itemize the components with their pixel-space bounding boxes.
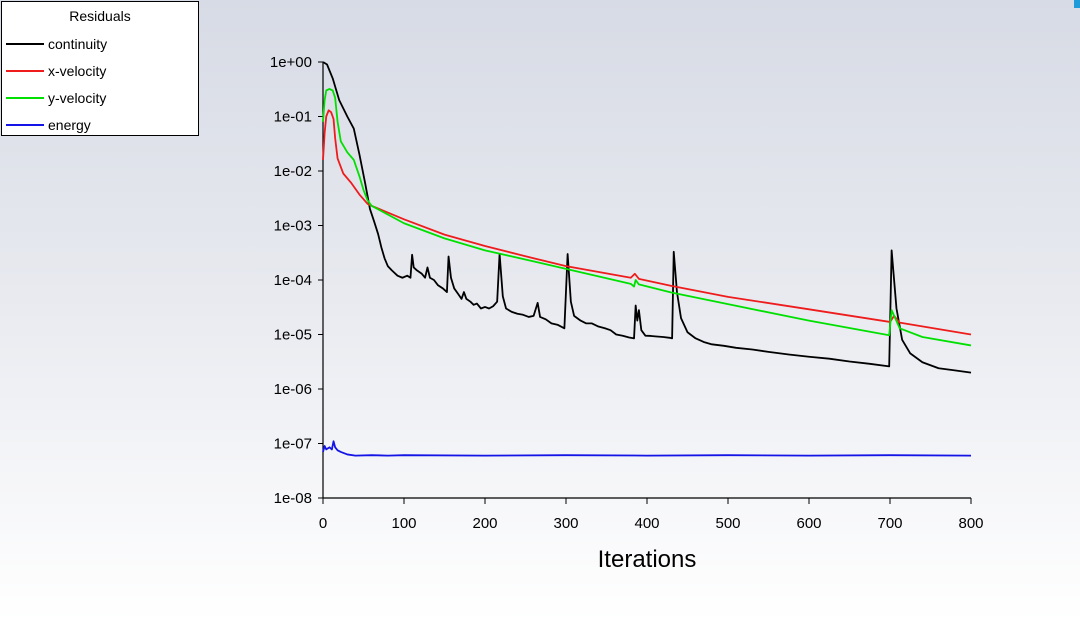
- series-lines: [322, 61, 972, 457]
- legend-label: x-velocity: [48, 63, 107, 79]
- legend-item-energy: energy: [6, 115, 196, 135]
- y-tick-label: 1e-05: [274, 327, 312, 344]
- x-tick-label: 300: [553, 515, 578, 532]
- legend-title: Residuals: [69, 8, 131, 24]
- legend-item-continuity: continuity: [6, 34, 196, 54]
- x-tick-label: 100: [391, 515, 416, 532]
- x-tick-label: 200: [472, 515, 497, 532]
- y-tick-label: 1e-07: [274, 436, 312, 453]
- x-tick-label: 500: [715, 515, 740, 532]
- legend-swatch-x-velocity: [6, 70, 44, 72]
- legend-item-x-velocity: x-velocity: [6, 61, 196, 81]
- x-tick-label: 400: [634, 515, 659, 532]
- series-line-energy: [322, 440, 972, 457]
- y-tick-label: 1e-08: [274, 490, 312, 507]
- legend-label: energy: [48, 117, 91, 133]
- legend: Residuals continuity x-velocity y-veloci…: [1, 1, 199, 136]
- y-tick-label: 1e+00: [270, 54, 312, 71]
- x-axis-label: Iterations: [598, 546, 697, 573]
- axis-ticks: 1e-08 1e-07 1e-06 1e-05 1e-04 1e-03 1e-02 1e-01…: [270, 54, 984, 532]
- x-tick-label: 700: [877, 515, 902, 532]
- legend-item-y-velocity: y-velocity: [6, 88, 196, 108]
- legend-label: continuity: [48, 36, 108, 52]
- y-tick-label: 1e-03: [274, 218, 312, 235]
- y-tick-label: 1e-04: [274, 272, 312, 289]
- x-tick-label: 0: [319, 515, 327, 532]
- legend-swatch-continuity: [6, 43, 44, 45]
- legend-label: y-velocity: [48, 90, 107, 106]
- x-tick-label: 600: [796, 515, 821, 532]
- series-line-continuity: [322, 61, 972, 374]
- y-tick-label: 1e-06: [274, 381, 312, 398]
- legend-swatch-energy: [6, 124, 44, 126]
- y-tick-label: 1e-02: [274, 163, 312, 180]
- y-tick-label: 1e-01: [274, 109, 312, 126]
- x-tick-label: 800: [958, 515, 983, 532]
- series-line-y-velocity: [322, 88, 972, 347]
- window-edge-marker: [1074, 0, 1080, 8]
- series-line-x-velocity: [322, 109, 972, 336]
- legend-swatch-y-velocity: [6, 97, 44, 99]
